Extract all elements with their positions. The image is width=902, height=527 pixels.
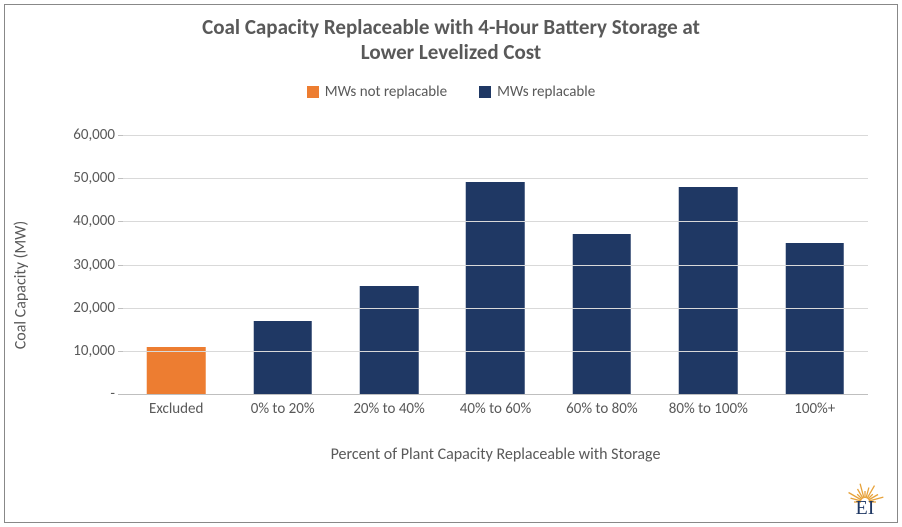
x-tick-label: 100%+ (762, 397, 868, 418)
x-tick-label: 0% to 20% (229, 397, 335, 418)
chart-title-line1: Coal Capacity Replaceable with 4-Hour Ba… (45, 15, 857, 40)
bar (573, 234, 632, 394)
legend-label-replacable: MWs replacable (497, 83, 595, 101)
grid-line (123, 178, 868, 179)
legend-swatch-not-replacable (307, 86, 319, 98)
bar (785, 243, 844, 394)
legend-swatch-replacable (479, 86, 491, 98)
chart-title-line2: Lower Levelized Cost (45, 40, 857, 65)
bar (360, 286, 419, 394)
x-tick-label: 60% to 80% (549, 397, 655, 418)
x-tick-label: 40% to 60% (442, 397, 548, 418)
sunburst-icon: EI (843, 476, 887, 516)
y-axis-label: Coal Capacity (MW) (12, 221, 31, 349)
y-tick-label: 60,000 (73, 126, 123, 144)
legend-item-replacable: MWs replacable (479, 83, 595, 101)
x-axis-label: Percent of Plant Capacity Replaceable wi… (123, 445, 868, 464)
bar (679, 187, 738, 394)
ei-logo: EI (843, 476, 887, 516)
y-tick-label: 20,000 (73, 299, 123, 317)
plot: -10,00020,00030,00040,00050,00060,000 (123, 135, 868, 395)
bar (147, 347, 206, 394)
x-tick-label: Excluded (123, 397, 229, 418)
grid-line (123, 308, 868, 309)
x-tick-label: 20% to 40% (336, 397, 442, 418)
grid-line (123, 221, 868, 222)
bar (253, 321, 312, 394)
legend-label-not-replacable: MWs not replacable (325, 83, 447, 101)
grid-line (123, 265, 868, 266)
y-tick-label: 50,000 (73, 169, 123, 187)
legend: MWs not replacable MWs replacable (5, 69, 897, 111)
y-tick-label: 10,000 (73, 342, 123, 360)
y-tick-label: - (110, 385, 123, 403)
x-ticks: Excluded0% to 20%20% to 40%40% to 60%60%… (123, 397, 868, 418)
chart-frame: Coal Capacity Replaceable with 4-Hour Ba… (4, 4, 898, 523)
legend-item-not-replacable: MWs not replacable (307, 83, 447, 101)
x-tick-label: 80% to 100% (655, 397, 761, 418)
svg-text:EI: EI (856, 497, 875, 516)
grid-line (123, 351, 868, 352)
grid-line (123, 135, 868, 136)
chart-title: Coal Capacity Replaceable with 4-Hour Ba… (5, 5, 897, 69)
plot-area: Coal Capacity (MW) -10,00020,00030,00040… (43, 135, 883, 435)
y-tick-label: 40,000 (73, 212, 123, 230)
bar (466, 182, 525, 394)
y-tick-label: 30,000 (73, 256, 123, 274)
